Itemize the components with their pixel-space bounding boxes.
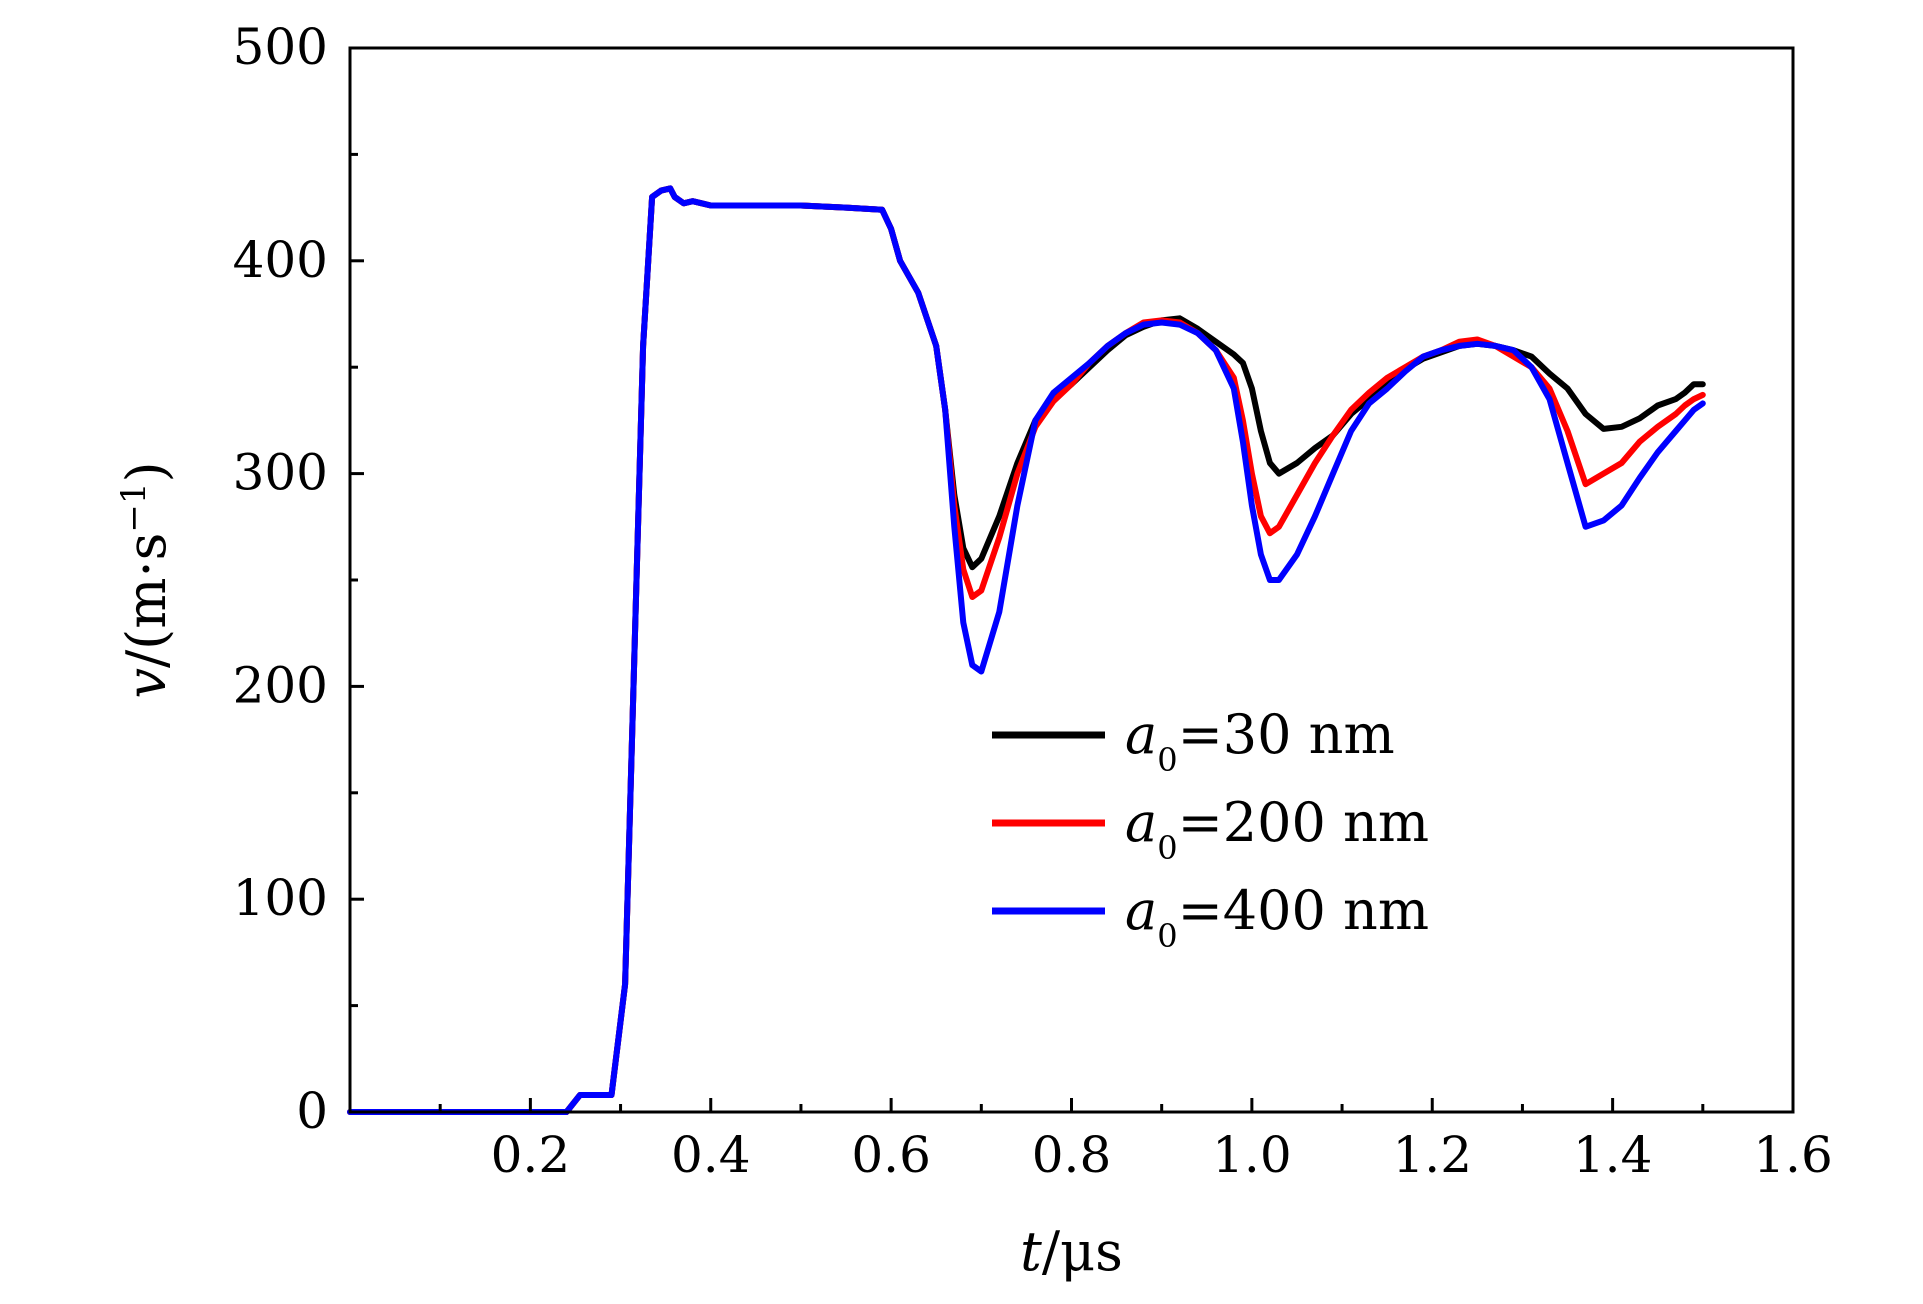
y-axis-title: v/(m·s−1)	[114, 461, 178, 698]
legend-label-0: a0=30 nm	[1125, 703, 1395, 779]
x-tick-label: 0.8	[1032, 1126, 1112, 1184]
legend-label-2: a0=400 nm	[1125, 879, 1429, 955]
legend-symbol: a	[1125, 791, 1157, 854]
y-tick-label: 400	[233, 231, 328, 289]
x-tick-label: 0.6	[851, 1126, 931, 1184]
legend-symbol: a	[1125, 879, 1157, 942]
x-axis-var: t	[1020, 1220, 1042, 1283]
legend-subscript: 0	[1157, 741, 1177, 779]
y-axis-unit-post: )	[115, 461, 178, 482]
legend-subscript: 0	[1157, 917, 1177, 955]
legend-text: =400 nm	[1178, 879, 1429, 942]
x-axis-title: t/μs	[1020, 1220, 1123, 1283]
x-tick-label: 1.0	[1212, 1126, 1292, 1184]
y-axis-var: v	[115, 668, 178, 699]
x-tick-label: 0.4	[671, 1126, 751, 1184]
legend-text: =30 nm	[1178, 703, 1395, 766]
x-tick-label: 1.4	[1573, 1126, 1653, 1184]
plot-layer	[347, 185, 1706, 1115]
legend-text: =200 nm	[1178, 791, 1429, 854]
y-tick-label: 500	[233, 18, 328, 76]
y-tick-label: 100	[233, 869, 328, 927]
x-tick-label: 1.2	[1392, 1126, 1472, 1184]
legend-subscript: 0	[1157, 829, 1177, 867]
y-axis-unit-pre: /(m·s	[115, 533, 178, 668]
y-axis-unit-superscript: −1	[114, 483, 154, 533]
legend-label-1: a0=200 nm	[1125, 791, 1429, 867]
series-line-2	[347, 185, 1706, 1115]
y-tick-label: 300	[233, 444, 328, 502]
x-axis-unit: /μs	[1042, 1220, 1123, 1283]
axis-ticks: 0.2 0.4 0.6 0.8 1.0 1.2 1.4 1.6 0 100 200 300 400 500	[233, 18, 1833, 1184]
legend-symbol: a	[1125, 703, 1157, 766]
y-tick-label: 200	[233, 656, 328, 714]
x-tick-label: 0.2	[491, 1126, 571, 1184]
x-tick-label: 1.6	[1753, 1126, 1833, 1184]
series-line-1	[347, 185, 1706, 1115]
plot-frame	[348, 46, 1795, 1114]
series-line-0	[347, 185, 1706, 1115]
y-tick-label: 0	[296, 1082, 328, 1140]
